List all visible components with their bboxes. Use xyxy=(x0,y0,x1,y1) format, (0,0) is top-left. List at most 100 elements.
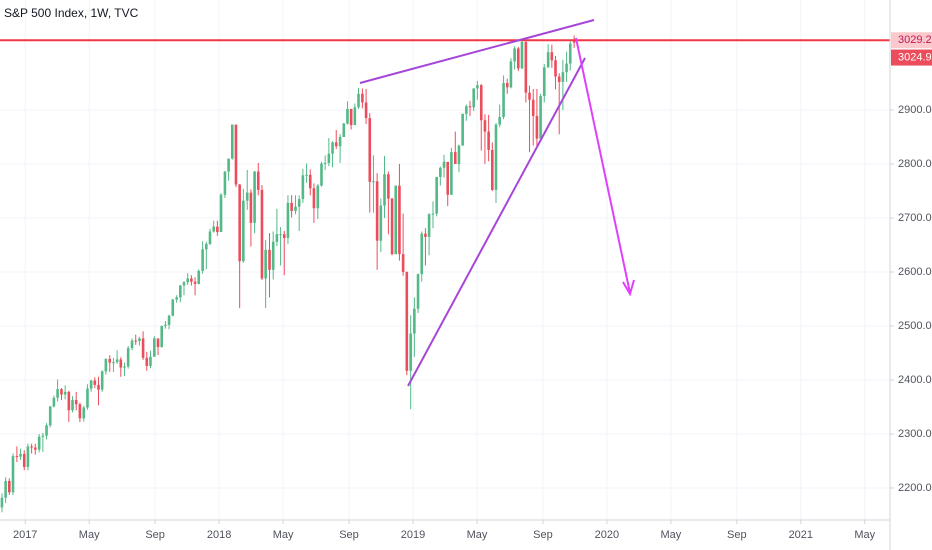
candle-body xyxy=(33,447,37,450)
candle-body xyxy=(516,48,520,69)
candle-body xyxy=(379,205,383,241)
candle-body xyxy=(498,117,501,125)
candle-body xyxy=(219,194,223,233)
x-tick-label: 2019 xyxy=(401,529,425,541)
price-line-label-box xyxy=(891,32,932,49)
candle-body xyxy=(67,391,71,411)
candle-body xyxy=(268,249,271,270)
x-tick-label: May xyxy=(273,529,294,541)
candle-body xyxy=(227,158,230,172)
candle-body xyxy=(368,118,372,182)
candle-body xyxy=(476,85,479,89)
candle-body xyxy=(245,192,249,201)
candle-body xyxy=(45,425,48,436)
candle-body xyxy=(420,233,424,275)
candle-body xyxy=(401,254,405,272)
candle-body xyxy=(535,115,539,139)
x-tick-label: Sep xyxy=(339,529,359,541)
candle-body xyxy=(19,453,22,457)
candle-body xyxy=(41,435,45,437)
trendline-lower xyxy=(407,57,586,387)
candle-body xyxy=(494,124,498,190)
drawings xyxy=(359,19,635,387)
candle-body xyxy=(539,95,542,139)
candle-body xyxy=(264,249,267,279)
candle-body xyxy=(119,359,123,368)
candle-body xyxy=(56,389,59,398)
candle-body xyxy=(260,189,264,279)
candle-body xyxy=(398,185,401,255)
candle-body xyxy=(253,171,256,223)
candle-body xyxy=(334,142,338,147)
candle-body xyxy=(223,171,227,195)
candle-body xyxy=(0,497,4,508)
candle-body xyxy=(342,123,346,137)
candle-body xyxy=(468,106,472,108)
candle-body xyxy=(153,338,156,357)
candle-body xyxy=(327,153,331,163)
candle-body xyxy=(30,446,33,448)
candle-body xyxy=(175,297,178,300)
candle-body xyxy=(505,82,509,88)
candle-body xyxy=(450,152,453,195)
candle-body xyxy=(93,380,97,385)
candle-body xyxy=(461,113,464,146)
candle-body xyxy=(167,315,171,325)
candle-body xyxy=(542,67,546,96)
y-tick-label: 2600.0 xyxy=(898,266,932,278)
candle-body xyxy=(394,185,398,255)
candle-body xyxy=(26,446,30,467)
candle-body xyxy=(275,234,279,242)
candle-body xyxy=(479,85,483,121)
candle-body xyxy=(37,436,41,450)
candle-body xyxy=(457,145,461,164)
candle-body xyxy=(383,174,386,206)
candles xyxy=(0,35,576,513)
candle-body xyxy=(145,357,149,366)
candle-body xyxy=(279,234,282,236)
candle-body xyxy=(546,52,550,68)
candle-body xyxy=(353,107,357,126)
candle-body xyxy=(387,174,390,199)
candle-body xyxy=(15,456,19,458)
candle-body xyxy=(86,388,89,408)
candle-body xyxy=(357,93,360,108)
forecast-arrow-head xyxy=(622,279,635,297)
candle-body xyxy=(439,167,442,177)
candle-body xyxy=(156,338,160,348)
candle-body xyxy=(282,234,286,238)
candle-body xyxy=(390,198,394,255)
candle-body xyxy=(305,174,308,176)
candle-body xyxy=(520,41,524,69)
candle-body xyxy=(201,249,204,271)
candle-body xyxy=(230,124,234,159)
candle-body xyxy=(100,371,104,390)
candle-body xyxy=(364,102,368,119)
x-tick-label: 2020 xyxy=(595,529,619,541)
candle-body xyxy=(531,99,535,116)
x-tick-label: 2017 xyxy=(13,529,37,541)
candle-body xyxy=(308,174,312,189)
candle-body xyxy=(126,348,130,367)
candle-body xyxy=(331,142,334,154)
candle-body xyxy=(205,243,208,250)
candle-body xyxy=(286,202,290,238)
candle-body xyxy=(472,88,475,108)
candle-body xyxy=(190,278,193,282)
candle-body xyxy=(405,271,409,371)
candle-body xyxy=(216,226,219,233)
candle-body xyxy=(565,63,568,73)
candle-body xyxy=(63,391,67,395)
candle-body xyxy=(160,325,164,348)
candle-body xyxy=(182,282,186,286)
candle-body xyxy=(108,358,112,363)
candle-body xyxy=(112,362,115,364)
candle-body xyxy=(71,399,74,411)
candle-body xyxy=(554,60,557,77)
candle-body xyxy=(104,358,108,372)
last-price-label: 3024.9 xyxy=(898,51,932,63)
candle-body xyxy=(74,399,78,405)
candle-body xyxy=(346,108,349,124)
y-tick-label: 2400.0 xyxy=(898,374,932,386)
candle-body xyxy=(82,407,86,419)
